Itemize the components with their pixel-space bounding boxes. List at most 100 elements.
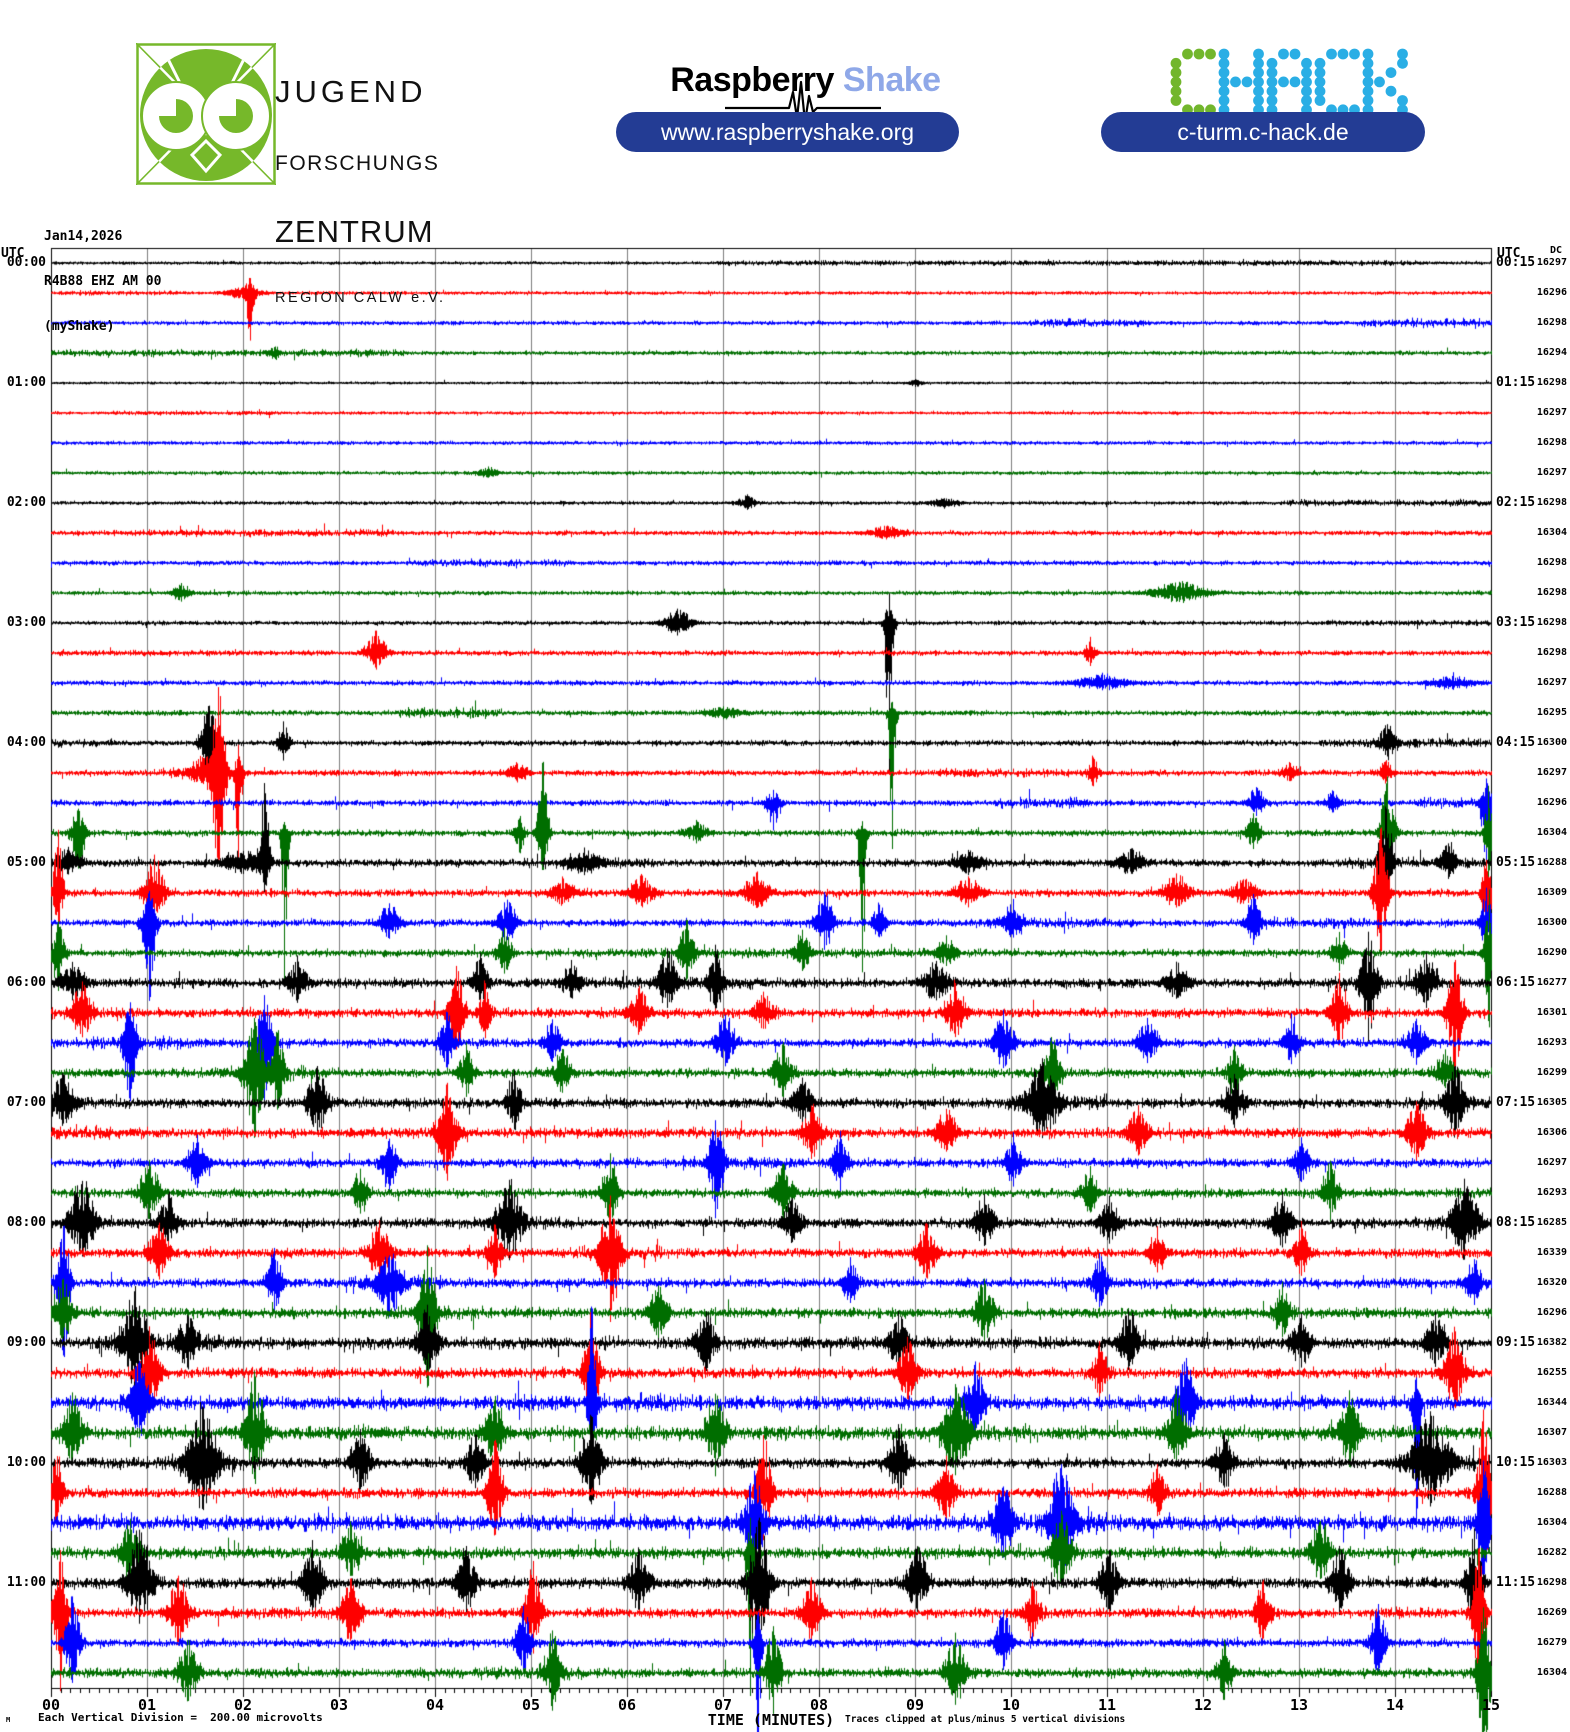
left-time-label: 04:00: [6, 735, 46, 750]
jfz-line1: JUGEND: [275, 74, 427, 109]
dc-value: 16298: [1536, 317, 1567, 328]
footer-mark: M: [6, 1716, 11, 1724]
dc-value: 16279: [1536, 1637, 1567, 1648]
dc-value: 16304: [1536, 1667, 1567, 1678]
right-time-label: 00:15: [1496, 255, 1536, 270]
plot-title-station: R4B88 EHZ AM 00: [44, 274, 162, 289]
dc-value: 16309: [1536, 887, 1567, 898]
plot-title-date: Jan14,2026: [44, 229, 123, 244]
x-tick-label: 00: [41, 1696, 61, 1714]
utc-right-header: UTC: [1497, 246, 1521, 261]
dc-value: 16297: [1536, 407, 1567, 418]
right-time-label: 07:15: [1496, 1095, 1536, 1110]
dc-value: 16304: [1536, 527, 1567, 538]
dc-value: 16296: [1536, 1307, 1567, 1318]
dc-value: 16290: [1536, 947, 1567, 958]
left-time-label: 02:00: [6, 495, 46, 510]
dc-value: 16300: [1536, 737, 1567, 748]
right-time-label: 05:15: [1496, 855, 1536, 870]
dc-value: 16296: [1536, 797, 1567, 808]
x-tick-label: 10: [1001, 1696, 1021, 1714]
dc-value: 16288: [1536, 857, 1567, 868]
dc-value: 16306: [1536, 1127, 1567, 1138]
x-tick-label: 13: [1289, 1696, 1309, 1714]
x-axis-label: TIME (MINUTES): [707, 1711, 835, 1729]
right-time-label: 06:15: [1496, 975, 1536, 990]
dc-value: 16303: [1536, 1457, 1567, 1468]
x-tick-label: 04: [425, 1696, 445, 1714]
dc-value: 16298: [1536, 497, 1567, 508]
raspberryshake-wordmark: Raspberry Shake: [616, 22, 959, 139]
right-time-label: 04:15: [1496, 735, 1536, 750]
raspberryshake-word-black: Raspberry: [670, 61, 834, 99]
left-time-label: 09:00: [6, 1335, 46, 1350]
x-tick-label: 08: [809, 1696, 829, 1714]
x-tick-label: 14: [1385, 1696, 1405, 1714]
dc-value: 16297: [1536, 767, 1567, 778]
dc-value: 16301: [1536, 1007, 1567, 1018]
dc-value: 16288: [1536, 1487, 1567, 1498]
chack-url: c-turm.c-hack.de: [1177, 119, 1349, 145]
dc-value: 16294: [1536, 347, 1567, 358]
right-time-label: 09:15: [1496, 1335, 1536, 1350]
dc-value: 16304: [1536, 827, 1567, 838]
chack-url-pill[interactable]: c-turm.c-hack.de: [1101, 112, 1425, 152]
footer-scale-note: Each Vertical Division = 200.00 microvol…: [38, 1711, 323, 1724]
dc-value: 16298: [1536, 587, 1567, 598]
dc-value: 16305: [1536, 1097, 1567, 1108]
left-time-label: 03:00: [6, 615, 46, 630]
jfz-line2: FORSCHUNGS: [275, 152, 440, 175]
dc-value: 16285: [1536, 1217, 1567, 1228]
chack-logo: [1152, 30, 1410, 139]
left-time-label: 07:00: [6, 1095, 46, 1110]
dc-value: 16304: [1536, 1517, 1567, 1528]
left-time-label: 01:00: [6, 375, 46, 390]
dc-value: 16298: [1536, 377, 1567, 388]
dc-value: 16298: [1536, 437, 1567, 448]
left-time-label: 11:00: [6, 1575, 46, 1590]
raspberryshake-url: www.raspberryshake.org: [660, 119, 915, 145]
dc-value: 16295: [1536, 707, 1567, 718]
dc-value: 16297: [1536, 467, 1567, 478]
raspberryshake-word-accent: Shake: [833, 61, 941, 99]
dc-value: 16344: [1536, 1397, 1567, 1408]
dc-value: 16269: [1536, 1607, 1567, 1618]
footer-clip-note: Traces clipped at plus/minus 5 vertical …: [845, 1714, 1126, 1725]
x-tick-label: 12: [1193, 1696, 1213, 1714]
dc-value: 16293: [1536, 1187, 1567, 1198]
left-time-label: 05:00: [6, 855, 46, 870]
dc-value: 16298: [1536, 557, 1567, 568]
x-tick-label: 03: [329, 1696, 349, 1714]
right-time-label: 10:15: [1496, 1455, 1536, 1470]
x-tick-label: 15: [1481, 1696, 1501, 1714]
dc-value: 16277: [1536, 977, 1567, 988]
x-tick-label: 11: [1097, 1696, 1117, 1714]
dc-value: 16339: [1536, 1247, 1567, 1258]
left-time-label: 08:00: [6, 1215, 46, 1230]
x-tick-label: 09: [905, 1696, 925, 1714]
seismic-waveform-icon: [705, 60, 883, 147]
utc-left-header: UTC: [1, 246, 25, 261]
dc-value: 16282: [1536, 1547, 1567, 1558]
dc-value: 16297: [1536, 677, 1567, 688]
plot-title-network: (myShake): [44, 319, 115, 334]
right-time-label: 11:15: [1496, 1575, 1536, 1590]
dc-value: 16300: [1536, 917, 1567, 928]
dc-value: 16382: [1536, 1337, 1567, 1348]
jfz-line4: REGION CALW e.V.: [275, 290, 446, 306]
x-tick-label: 01: [137, 1696, 157, 1714]
raspberryshake-url-pill[interactable]: www.raspberryshake.org: [616, 112, 959, 152]
dc-value: 16298: [1536, 617, 1567, 628]
dc-value: 16296: [1536, 287, 1567, 298]
dc-value: 16293: [1536, 1037, 1567, 1048]
right-time-label: 01:15: [1496, 375, 1536, 390]
left-time-label: 00:00: [6, 255, 46, 270]
dc-value: 16297: [1536, 1157, 1567, 1168]
dc-value: 16298: [1536, 647, 1567, 658]
x-tick-label: 02: [233, 1696, 253, 1714]
dc-header: DC: [1549, 245, 1562, 256]
right-time-label: 08:15: [1496, 1215, 1536, 1230]
right-time-label: 02:15: [1496, 495, 1536, 510]
